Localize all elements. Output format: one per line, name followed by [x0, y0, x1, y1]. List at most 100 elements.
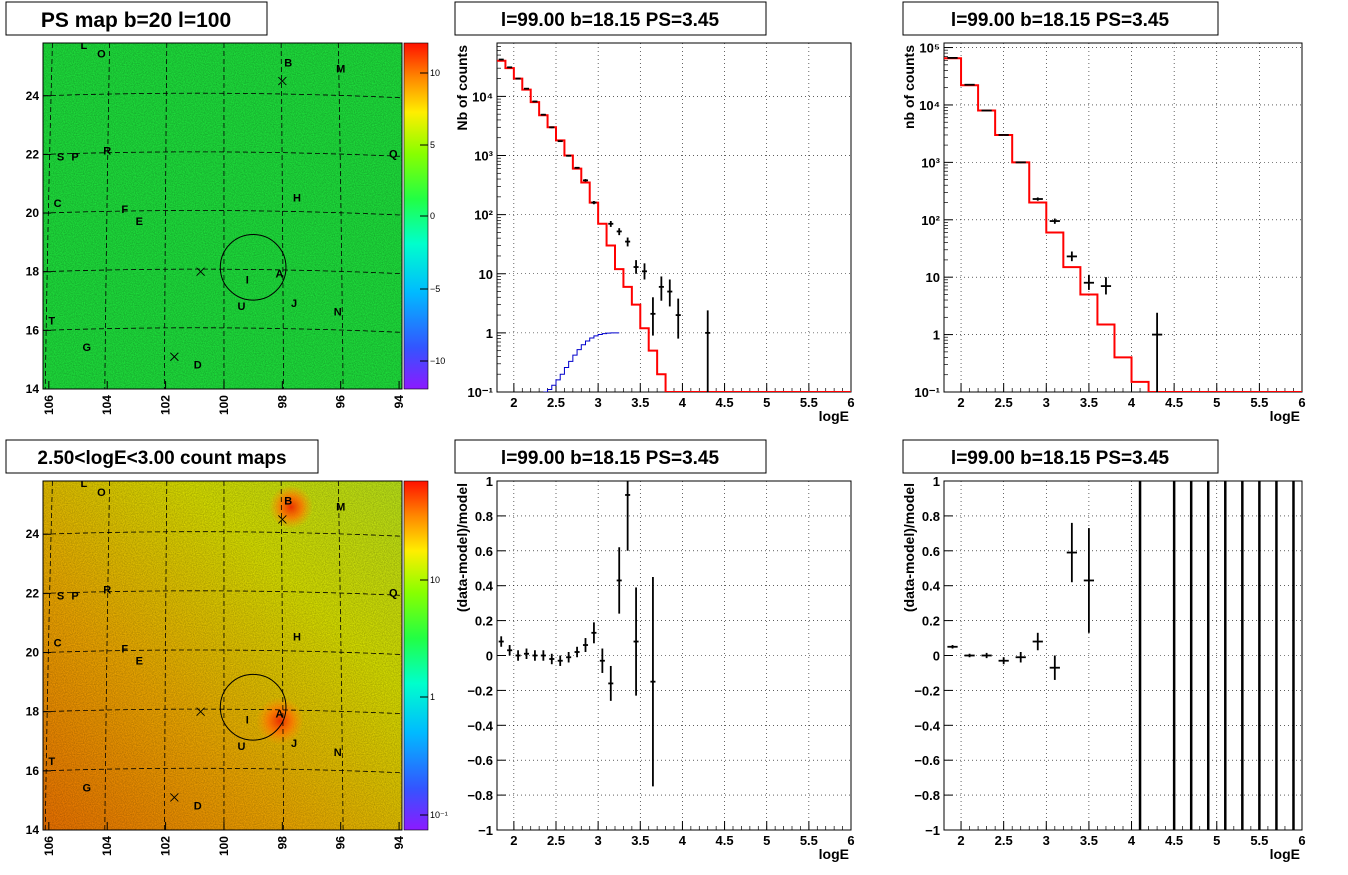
- y-tick-label: 10³: [474, 149, 493, 164]
- y-tick-label: −0.4: [467, 718, 493, 733]
- x-tick-label: 100: [217, 836, 231, 856]
- x-tick-label: 102: [159, 395, 173, 415]
- grid-parallel: [43, 649, 402, 655]
- y-tick-label: −0.2: [914, 683, 940, 698]
- y-axis-title: Nb of counts: [454, 45, 470, 131]
- source-label: F: [121, 204, 128, 216]
- x-tick-label: 4.5: [1165, 395, 1183, 410]
- x-tick-label: 2: [510, 395, 517, 410]
- grid-parallel: [43, 92, 402, 99]
- source-label: P: [71, 590, 78, 602]
- colorbar-ticks: 10 5 0 −5 −10: [420, 68, 445, 366]
- x-tick-label: 5: [1213, 395, 1220, 410]
- candidate-circle: [219, 673, 287, 741]
- colorbar-tick-label: 10: [430, 575, 440, 585]
- plot-clip-group: [944, 57, 1302, 392]
- colorbar-tick-label: 10⁻¹: [430, 810, 448, 820]
- map-overlay: LO KB M S P R Q C FE H I A U J N T G D: [43, 478, 402, 830]
- plot-clip-group: [498, 481, 656, 787]
- source-label: P: [71, 151, 78, 163]
- x-tick-label: 98: [275, 836, 289, 850]
- x-tick-label: 4: [679, 833, 687, 848]
- map-texture: [43, 43, 402, 389]
- panel-title: l=99.00 b=18.15 PS=3.45: [951, 10, 1170, 31]
- plot-frame: [496, 42, 852, 393]
- x-tick-label: 5.5: [1250, 833, 1268, 848]
- source-label: G: [82, 783, 91, 795]
- y-tick-label: 0.6: [475, 544, 493, 559]
- source-label: L: [80, 40, 87, 52]
- x-tick-label: 2.5: [995, 395, 1013, 410]
- source-cross-marker: [170, 352, 179, 362]
- source-label: G: [82, 342, 91, 354]
- source-label: B: [284, 496, 292, 508]
- source-label: N: [334, 307, 342, 319]
- x-tick-label: 5.5: [1250, 395, 1268, 410]
- y-tick-label: 16: [26, 323, 40, 337]
- y-tick-label: 10²: [474, 208, 493, 223]
- colorbar-tick-label: 10: [430, 68, 440, 78]
- source-label: Q: [389, 148, 398, 160]
- grid-meridian: [44, 43, 53, 389]
- y-tick-label: 10⁴: [472, 89, 493, 104]
- panel-title-box: [5, 1, 268, 36]
- grid-parallel: [43, 151, 402, 157]
- source-label: R: [103, 584, 111, 596]
- x-tick-label: 98: [275, 395, 289, 409]
- colorbar-tick-label: −5: [430, 284, 440, 294]
- y-tick-label: 24: [26, 527, 40, 541]
- map-texture: [43, 481, 402, 830]
- x-axis-title: logE: [1270, 846, 1300, 862]
- x-tick-label: 4: [1128, 395, 1136, 410]
- source-label: H: [293, 192, 301, 204]
- x-tick-label: 2: [510, 833, 517, 848]
- source-label: S: [57, 590, 64, 602]
- source-cross-marker: [278, 515, 287, 524]
- x-tick-label: 6: [847, 833, 854, 848]
- x-tick-label: 4.5: [1165, 833, 1183, 848]
- x-tick-label: 5.5: [800, 395, 818, 410]
- map-axes: 106 104 102 100 98 96 94 24 22 20 18 16 14: [26, 89, 406, 415]
- y-tick-label: 18: [26, 705, 40, 719]
- x-tick-label: 2.5: [547, 395, 565, 410]
- source-label: T: [48, 756, 55, 768]
- y-tick-label: 14: [26, 823, 40, 837]
- map-axes: 106 104 102 100 98 96 94 24 22 20 18 16 14: [26, 527, 406, 856]
- candidate-circle: [219, 233, 287, 301]
- panel-title-box: [902, 439, 1219, 474]
- map-frame: [42, 480, 403, 831]
- map-frame: [42, 42, 403, 390]
- source-label: N: [334, 747, 342, 759]
- source-label: L: [80, 478, 87, 490]
- x-tick-label: 2.5: [995, 833, 1013, 848]
- x-tick-label: 3: [1043, 833, 1050, 848]
- y-axis-title: nb of counts: [901, 45, 917, 129]
- source-label: M: [336, 502, 345, 514]
- x-tick-label: 2.5: [547, 833, 565, 848]
- source-label: I: [246, 274, 249, 286]
- y-tick-label: −0.6: [467, 753, 493, 768]
- y-tick-label: −0.8: [467, 788, 493, 803]
- x-axis-title: logE: [1270, 408, 1300, 424]
- source-label: S: [57, 151, 64, 163]
- model-histogram-blue: [543, 332, 620, 392]
- colorbar-tick-label: 0: [430, 211, 435, 221]
- panel-title-box: [454, 439, 767, 474]
- chart-area: 2 2.5 3 3.5 4 4.5 5 5.5 6 10⁻¹ 1 10 10² 10³ 10⁴ 10⁵ logE…: [901, 41, 1306, 424]
- grid-parallel: [43, 708, 402, 715]
- source-label: M: [336, 63, 345, 75]
- x-tick-label: 6: [1298, 833, 1305, 848]
- x-tick-label: 104: [100, 836, 114, 856]
- grid-meridian: [280, 43, 284, 389]
- y-tick-label: −0.8: [914, 788, 940, 803]
- source-label: D: [194, 800, 202, 812]
- y-tick-label: 20: [26, 646, 40, 660]
- x-axis-title: logE: [819, 846, 849, 862]
- chart-area: 2 2.5 3 3.5 4 4.5 5 5.5 6 −1 −0.8 −0.6 −0.4 −0.2 0 0.2 0…: [454, 474, 855, 862]
- y-tick-label: 10³: [921, 155, 940, 170]
- x-tick-label: 4: [679, 395, 687, 410]
- y-tick-label: −0.6: [914, 753, 940, 768]
- x-tick-label: 2: [957, 395, 964, 410]
- panel-title-box: [454, 1, 767, 36]
